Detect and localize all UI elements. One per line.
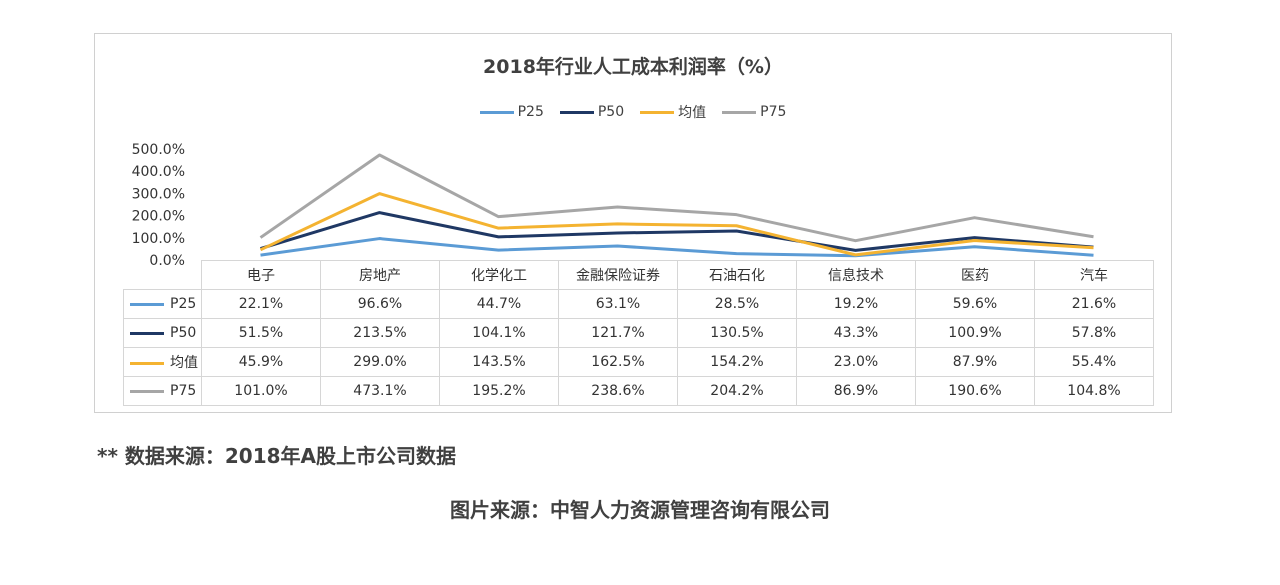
data-label: 299.0% [320,347,440,377]
legend-label: 均值 [678,105,707,121]
legend-item-3: P75 [722,102,786,122]
x-tick-label: 金融保险证券 [558,260,678,290]
data-label: 22.1% [201,289,321,319]
legend-label: P50 [597,104,625,120]
data-label: 59.6% [915,289,1035,319]
series-line-1 [260,211,1094,252]
chart-frame: 2018年行业人工成本利润率（%） P25 P50 均值 P75 0.0% 100.0%… [94,33,1172,413]
table-header-row: 电子 房地产 化学化工 金融保险证券 石油石化 信息技术 医药 汽车 [123,260,1154,290]
chart-legend: P25 P50 均值 P75 [95,102,1171,122]
data-label: 57.8% [1034,318,1154,348]
table-row: P50 51.5% 213.5% 104.1% 121.7% 130.5% 43.3% 100… [123,318,1154,348]
legend-swatch [559,110,594,114]
series-line-3 [259,153,1094,243]
table-corner [123,260,202,290]
y-tick-label: 300.0% [132,186,185,202]
row-swatch [130,331,164,335]
data-label: 51.5% [201,318,321,348]
legend-swatch [479,110,514,114]
legend-label: P25 [517,104,544,120]
data-label: 154.2% [677,347,797,377]
table-row: P75 101.0% 473.1% 195.2% 238.6% 204.2% 86.9% 19… [123,376,1154,406]
data-label: 162.5% [558,347,678,377]
data-label: 100.9% [915,318,1035,348]
legend-item-0: P25 [479,102,544,122]
table-row: 均值 45.9% 299.0% 143.5% 162.5% 154.2% 23.0% 87.9… [123,347,1154,377]
series-name: P25 [170,296,197,312]
x-tick-label: 信息技术 [796,260,916,290]
data-label: 213.5% [320,318,440,348]
data-label: 238.6% [558,376,678,406]
data-label: 19.2% [796,289,916,319]
data-label: 195.2% [439,376,559,406]
data-label: 86.9% [796,376,916,406]
legend-label: P75 [760,104,787,120]
y-tick-label: 100.0% [132,231,185,247]
row-swatch [130,389,164,393]
legend-swatch [722,110,757,114]
series-name: P50 [170,325,197,341]
series-row-label: P50 [123,318,202,348]
data-label: 87.9% [915,347,1035,377]
data-label: 190.6% [915,376,1035,406]
data-label: 121.7% [558,318,678,348]
series-line-2 [259,192,1094,257]
data-label: 130.5% [677,318,797,348]
row-swatch [130,361,164,365]
data-label: 204.2% [677,376,797,406]
row-swatch [130,302,164,306]
data-label: 143.5% [439,347,559,377]
data-table: 电子 房地产 化学化工 金融保险证券 石油石化 信息技术 医药 汽车 P25 22.1% 96.6%… [123,260,1154,406]
data-label: 44.7% [439,289,559,319]
data-label: 45.9% [201,347,321,377]
data-label: 104.1% [439,318,559,348]
data-label: 101.0% [201,376,321,406]
series-line-0 [260,237,1094,258]
x-tick-label: 化学化工 [439,260,559,290]
data-label: 96.6% [320,289,440,319]
y-tick-label: 400.0% [132,164,185,180]
y-tick-label: 200.0% [132,209,185,225]
x-tick-label: 石油石化 [677,260,797,290]
series-row-label: 均值 [123,347,202,377]
y-tick-label: 500.0% [132,142,185,158]
legend-swatch [640,110,675,114]
x-tick-label: 房地产 [320,260,440,290]
data-source-note: ** 数据来源：2018年A股上市公司数据 [97,444,457,468]
series-row-label: P75 [123,376,202,406]
x-tick-label: 医药 [915,260,1035,290]
legend-item-1: P50 [559,102,625,122]
data-label: 55.4% [1034,347,1154,377]
x-tick-label: 汽车 [1034,260,1154,290]
data-label: 43.3% [796,318,916,348]
legend-item-2: 均值 [640,102,706,122]
data-label: 473.1% [320,376,440,406]
data-label: 104.8% [1034,376,1154,406]
chart-title: 2018年行业人工成本利润率（%） [483,56,783,78]
data-label: 28.5% [677,289,797,319]
data-label: 21.6% [1034,289,1154,319]
table-row: P25 22.1% 96.6% 44.7% 63.1% 28.5% 19.2% 59.6% 21… [123,289,1154,319]
series-name: 均值 [170,355,198,371]
data-label: 63.1% [558,289,678,319]
series-name: P75 [170,383,197,399]
data-label: 23.0% [796,347,916,377]
image-source: 图片来源：中智人力资源管理咨询有限公司 [450,498,830,522]
series-row-label: P25 [123,289,202,319]
x-tick-label: 电子 [201,260,321,290]
